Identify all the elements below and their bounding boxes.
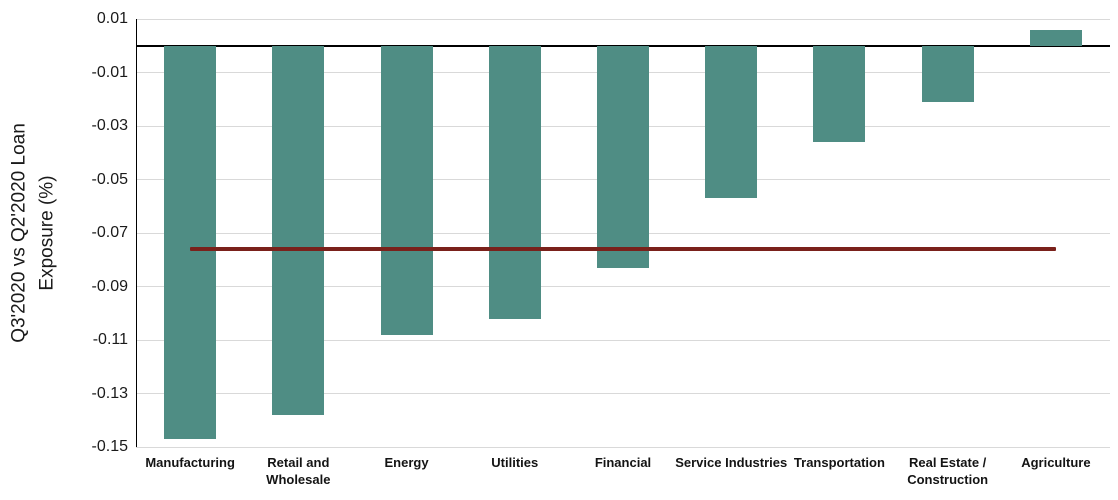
x-category-label: Utilities: [491, 455, 539, 470]
bar-manufacturing: [164, 45, 217, 439]
y-tick-label: -0.15: [91, 438, 128, 455]
y-axis-title-line2: Exposure (%): [36, 175, 57, 291]
bar-real-estate-construction: [921, 45, 974, 102]
bar-agriculture: [1029, 29, 1082, 46]
y-tick-label: -0.11: [92, 331, 128, 348]
bar-financial: [597, 45, 649, 268]
x-category-label: Transportation: [793, 455, 885, 470]
y-axis-title-line1: Q3'2020 vs Q2'2020 Loan: [8, 123, 30, 343]
y-tick-label: -0.09: [91, 277, 128, 295]
gridline: [136, 286, 1110, 287]
bar-utilities: [488, 45, 541, 319]
bar-energy: [380, 45, 433, 335]
y-tick-label: -0.13: [91, 384, 128, 402]
bar-retail-and-wholesale: [272, 45, 325, 415]
y-tick-label: -0.07: [91, 224, 128, 241]
bar-service-industries: [705, 45, 758, 199]
x-category-label: Service Industries: [675, 455, 788, 470]
x-category-label: Retail and Wholesale: [266, 455, 331, 487]
plot-area: [136, 18, 1110, 448]
gridline: [136, 339, 1110, 341]
x-category-label: Agriculture: [1021, 455, 1091, 470]
y-tick-label: 0.01: [96, 10, 128, 27]
gridline: [136, 393, 1110, 394]
gridline: [136, 446, 1110, 448]
y-tick-label: -0.01: [91, 63, 128, 81]
x-category-label: Real Estate / Construction: [907, 455, 989, 487]
y-tick-label: -0.05: [91, 170, 128, 188]
reference-line: [190, 247, 1056, 252]
x-category-label: Manufacturing: [145, 455, 235, 470]
x-category-label: Energy: [384, 455, 429, 470]
y-tick-label: -0.03: [91, 117, 128, 134]
x-category-label: Financial: [594, 455, 652, 470]
y-axis-title: Q3'2020 vs Q2'2020 Loan Exposure (%): [2, 19, 64, 447]
bar-transportation: [813, 45, 866, 143]
y-axis-line: [136, 19, 137, 447]
gridline: [136, 18, 1110, 20]
